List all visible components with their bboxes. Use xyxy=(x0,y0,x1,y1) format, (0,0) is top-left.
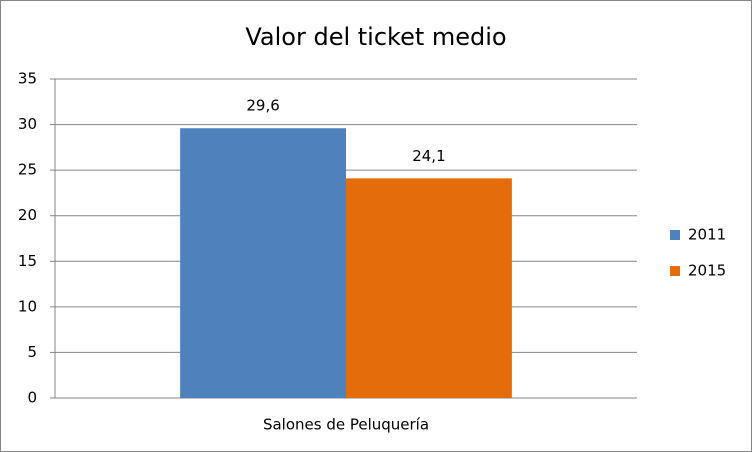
y-tick-label: 15 xyxy=(18,252,37,270)
y-tick-label: 35 xyxy=(18,70,37,88)
y-tick-label: 30 xyxy=(18,115,37,133)
legend-label: 2011 xyxy=(688,226,726,244)
x-tick-label: Salones de Peluquería xyxy=(263,416,429,434)
y-tick-label: 25 xyxy=(18,161,37,179)
bar xyxy=(180,128,346,398)
value-label: 24,1 xyxy=(412,147,445,165)
y-tick-label: 20 xyxy=(18,206,37,224)
y-tick-label: 5 xyxy=(27,343,37,361)
bar xyxy=(346,178,512,398)
chart-title: Valor del ticket medio xyxy=(245,23,506,51)
legend-label: 2015 xyxy=(688,262,726,280)
y-tick-label: 0 xyxy=(27,389,37,407)
y-tick-label: 10 xyxy=(18,297,37,315)
legend-marker xyxy=(670,266,680,276)
legend-marker xyxy=(670,230,680,240)
value-label: 29,6 xyxy=(246,97,279,115)
